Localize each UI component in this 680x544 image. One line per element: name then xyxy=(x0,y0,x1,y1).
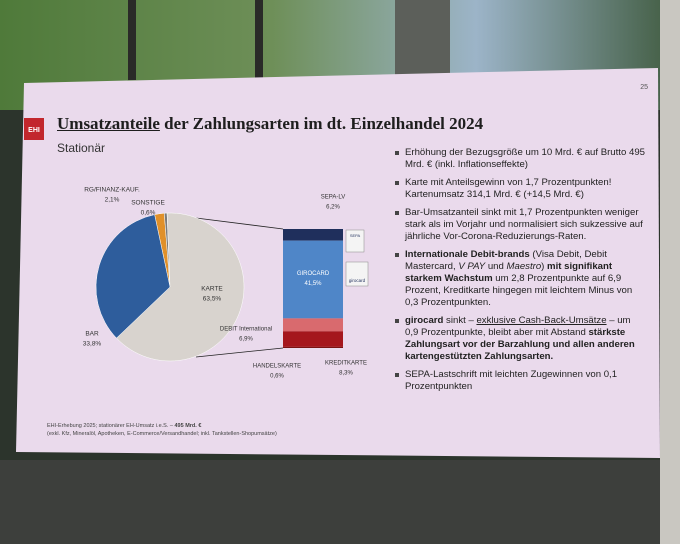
text-run: (exkl. Kfz, Mineralöl, Apotheken, E-Comm… xyxy=(47,431,277,437)
subtitle: Stationär xyxy=(57,141,106,155)
segment-value: 41,5% xyxy=(304,281,322,287)
girocard-icon xyxy=(345,261,369,287)
footnote-line: (exkl. Kfz, Mineralöl, Apotheken, E-Comm… xyxy=(47,430,277,438)
text-run: stärkste Zahlungsart vor der Barzahlung … xyxy=(405,327,635,362)
text-run: Internationale Debit-brands xyxy=(405,249,530,260)
segment-label: GIROCARD xyxy=(297,271,330,277)
text-run: exklusive Cash-Back-Umsätze xyxy=(476,315,607,326)
bullet-list: Erhöhung der Bezugsgröße um 10 Mrd. € au… xyxy=(395,147,645,399)
text-run: girocard xyxy=(405,315,444,326)
segment-value: 8,3% xyxy=(339,371,353,377)
text-run: sinkt – xyxy=(443,315,477,326)
slice-value: 63,5% xyxy=(203,296,222,303)
text-run: SEPA-Lastschrift mit leichten Zugewinnen… xyxy=(405,369,618,392)
text-run: mit signifikant starkem Wachstum xyxy=(405,261,613,284)
slice-value: 0,6% xyxy=(141,210,156,217)
footnote: EHI-Erhebung 2025; stationärer EH-Umsatz… xyxy=(47,422,277,438)
window-frame xyxy=(255,0,263,80)
slice-value: 33,8% xyxy=(83,341,102,348)
text-run: V PAY xyxy=(458,261,486,272)
slice-label: RG/FINANZ-KAUF. xyxy=(84,187,140,194)
text-run: Maestro xyxy=(506,261,542,272)
pie-slice xyxy=(116,212,245,362)
breakdown-segment xyxy=(283,346,343,348)
slice-label: KARTE xyxy=(201,286,223,293)
logo-box xyxy=(24,118,44,140)
segment-label: DEBIT International xyxy=(220,327,272,333)
title-underlined: Umsatzanteile xyxy=(57,114,160,133)
bullet: Internationale Debit-brands (Visa Debit,… xyxy=(395,249,645,309)
bullet: girocard sinkt – exklusive Cash-Back-Ums… xyxy=(395,315,645,363)
connector xyxy=(195,347,284,358)
text-run: Erhöhung der Bezugsgröße um 10 Mrd. € au… xyxy=(405,147,645,170)
window-frame xyxy=(128,0,136,80)
chart: RG/FINANZ-KAUF. 2,1% SONSTIGE 0,6% KARTE 63,5… xyxy=(83,187,367,380)
slide-title: Umsatzanteile der Zahlungsarten im dt. E… xyxy=(57,114,483,134)
sepa-icon xyxy=(345,229,365,253)
slice-label: SONSTIGE xyxy=(131,200,165,207)
title-rest: der Zahlungsarten im dt. Einzelhandel 20… xyxy=(164,114,484,133)
footnote-line: EHI-Erhebung 2025; stationärer EH-Umsatz… xyxy=(47,422,277,430)
segment-value: 6,2% xyxy=(326,205,340,211)
segment-label: SEPA-LV xyxy=(321,195,345,201)
slice-value: 2,1% xyxy=(105,197,120,204)
segment-label: HANDELSKARTE xyxy=(253,364,301,370)
segment-value: 0,6% xyxy=(270,374,284,380)
bullet: Erhöhung der Bezugsgröße um 10 Mrd. € au… xyxy=(395,147,645,171)
bullet: SEPA-Lastschrift mit leichten Zugewinnen… xyxy=(395,369,645,393)
text-run: Karte mit Anteilsgewinn von 1,7 Prozentp… xyxy=(405,177,612,200)
text-run: (Visa Debit, Debit Mastercard, xyxy=(405,249,607,272)
connector xyxy=(195,217,284,230)
page-number: 25 xyxy=(640,84,648,91)
logo: EHI xyxy=(28,127,40,134)
segment-value: 6,9% xyxy=(239,337,253,343)
pillar xyxy=(395,0,450,75)
background-floor xyxy=(0,460,680,544)
bullet: Karte mit Anteilsgewinn von 1,7 Prozentp… xyxy=(395,177,645,201)
text-run: Bar-Umsatzanteil sinkt mit 1,7 Prozentpu… xyxy=(405,207,643,242)
text-run: – um 0,9 Prozentpunkte, bleibt aber mit … xyxy=(405,315,631,338)
breakdown-segment xyxy=(283,229,343,241)
text-run: um 2,8 Prozentpunkte auf 6,9 Prozent, Kr… xyxy=(405,273,633,308)
icon-label: girocard xyxy=(349,278,366,283)
slice-label: BAR xyxy=(85,331,99,338)
text-run: 495 Mrd. € xyxy=(174,423,202,429)
icon-label: SEPA xyxy=(350,233,361,238)
text-run: ) xyxy=(541,261,548,272)
breakdown-segment xyxy=(283,240,343,319)
text-run: EHI-Erhebung 2025; stationärer EH-Umsatz… xyxy=(47,423,175,429)
pie-slice xyxy=(95,214,171,339)
segment-label: KREDITKARTE xyxy=(325,361,367,367)
text-run: und xyxy=(485,261,507,272)
bullet: Bar-Umsatzanteil sinkt mit 1,7 Prozentpu… xyxy=(395,207,645,243)
breakdown-segment xyxy=(283,318,343,332)
breakdown-segment xyxy=(283,331,343,347)
wall xyxy=(660,0,680,544)
